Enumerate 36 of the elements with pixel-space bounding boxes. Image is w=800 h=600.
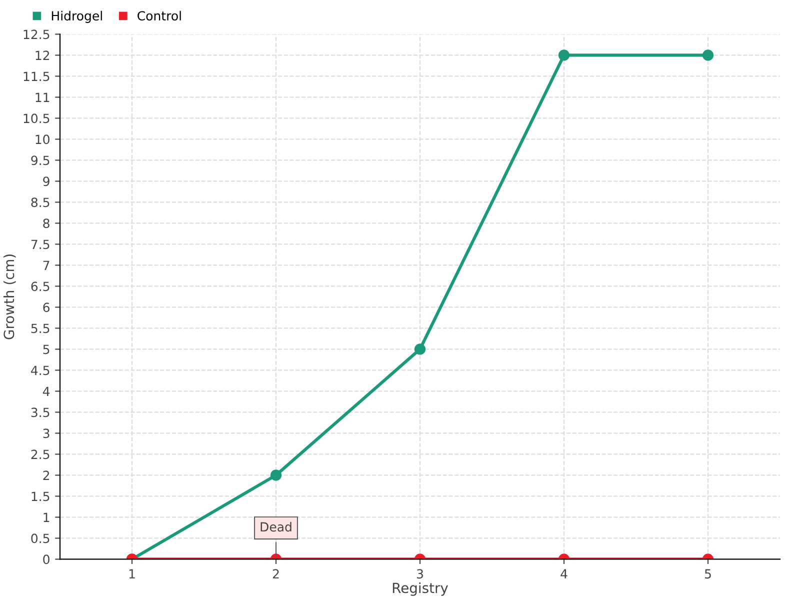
legend-label: Control — [138, 10, 181, 21]
y-tick-label: 7.5 — [31, 240, 50, 250]
y-tick-label: 8.5 — [31, 198, 50, 208]
y-tick-label: 11.5 — [24, 72, 50, 82]
y-tick-label: 2.5 — [31, 450, 50, 460]
y-tick-label: 4.5 — [31, 366, 50, 376]
y-tick-label: 3.5 — [31, 408, 50, 418]
y-tick-label: 0 — [43, 554, 50, 564]
y-tick-label: 6.5 — [31, 282, 50, 292]
y-tick-label: 12.5 — [24, 30, 50, 40]
y-tick-label: 7 — [43, 260, 50, 270]
annotation: Dead — [260, 522, 292, 532]
y-tick-label: 1 — [44, 512, 50, 522]
x-axis-title: Registry — [392, 582, 448, 596]
x-tick-label: 1 — [129, 569, 135, 578]
y-tick-label: 9 — [43, 176, 50, 186]
y-tick-label: 3 — [43, 428, 50, 438]
y-tick-label: 9.5 — [31, 156, 50, 166]
y-tick-label: 10 — [36, 134, 50, 144]
y-tick-label: 2 — [43, 470, 50, 480]
y-tick-label: 1.5 — [32, 492, 50, 502]
x-tick-label: 5 — [704, 569, 711, 579]
x-tick-label: 4 — [560, 569, 568, 578]
y-tick-label: 5.5 — [31, 324, 50, 334]
legend-label: Hidrogel — [52, 10, 102, 23]
y-tick-label: 12 — [36, 50, 50, 60]
y-tick-label: 5 — [43, 344, 50, 354]
y-tick-label: 10.5 — [24, 114, 50, 124]
y-tick-label: 4 — [42, 386, 50, 396]
y-tick-label: 11 — [36, 92, 50, 102]
y-tick-label: 0.5 — [31, 534, 50, 544]
x-tick-label: 3 — [416, 569, 423, 579]
y-axis-title: Growth (cm) — [3, 254, 16, 340]
y-tick-label: 6 — [43, 302, 50, 312]
y-tick-label: 8 — [43, 218, 50, 228]
x-tick-label: 2 — [272, 569, 279, 578]
